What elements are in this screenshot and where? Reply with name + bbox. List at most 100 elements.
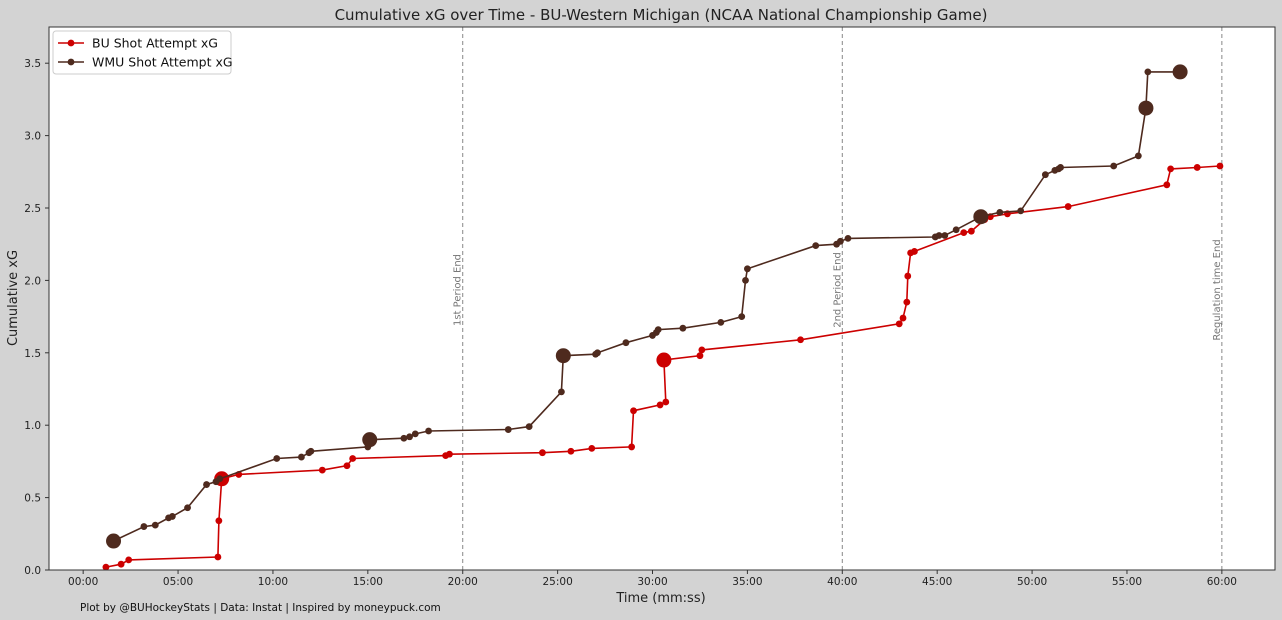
- x-tick-label: 05:00: [163, 576, 193, 588]
- period-end-label: 1st Period End: [453, 254, 464, 326]
- x-tick-label: 35:00: [732, 576, 762, 588]
- y-tick-label: 2.5: [24, 203, 41, 215]
- shot-point: [525, 423, 533, 431]
- shot-point: [588, 444, 596, 452]
- shot-point: [1167, 165, 1175, 173]
- shot-point: [125, 556, 133, 564]
- x-axis-label: Time (mm:ss): [615, 591, 705, 606]
- shot-point: [102, 563, 110, 571]
- shot-point: [656, 401, 664, 409]
- credit-text: Plot by @BUHockeyStats | Data: Instat | …: [80, 602, 441, 614]
- shot-point: [214, 553, 222, 561]
- shot-point: [446, 450, 453, 458]
- x-tick-label: 10:00: [258, 576, 288, 588]
- plot-area: [49, 27, 1275, 570]
- y-tick-label: 1.0: [24, 420, 41, 432]
- shot-point: [203, 481, 210, 488]
- y-tick-label: 2.0: [24, 275, 41, 287]
- shot-point: [679, 324, 687, 332]
- shot-point: [904, 272, 912, 280]
- x-tick-label: 20:00: [448, 576, 478, 588]
- x-axis: 00:00 05:00 10:00 15:00 20:00 25:00 30:00 35:00…: [68, 570, 1237, 588]
- shot-point: [504, 426, 512, 433]
- y-tick-label: 0.5: [24, 493, 41, 505]
- shot-point: [630, 407, 637, 415]
- shot-point: [812, 242, 820, 250]
- shot-point: [622, 339, 630, 347]
- goal-point: [656, 352, 672, 368]
- y-tick-label: 3.5: [24, 58, 41, 70]
- period-lines: 1st Period End 2nd Period End Regulation t…: [453, 27, 1223, 570]
- plot-frame: [48, 26, 1276, 571]
- legend-marker: [67, 58, 75, 66]
- shot-point: [899, 314, 907, 322]
- shot-point: [117, 560, 125, 568]
- legend-marker: [67, 39, 75, 47]
- x-tick-label: 40:00: [827, 576, 857, 588]
- legend-label: BU Shot Attempt xG: [92, 36, 218, 51]
- shot-point: [140, 523, 148, 530]
- shot-point: [960, 229, 968, 237]
- shot-point: [935, 232, 943, 239]
- shot-point: [628, 443, 636, 451]
- x-tick-label: 45:00: [922, 576, 952, 588]
- shot-point: [273, 455, 281, 462]
- legend-box: [52, 30, 232, 75]
- x-tick-label: 60:00: [1207, 576, 1237, 588]
- shot-point: [307, 447, 315, 455]
- shot-point: [1193, 164, 1201, 171]
- shot-point: [698, 346, 706, 354]
- shot-point: [1134, 152, 1142, 160]
- shot-point: [836, 237, 844, 245]
- goal-point: [973, 209, 989, 225]
- shot-point: [1163, 181, 1171, 189]
- shot-point: [425, 427, 432, 435]
- shot-point: [696, 352, 704, 360]
- shot-point: [400, 434, 408, 442]
- goal-point: [1172, 64, 1188, 80]
- shot-point: [844, 235, 852, 242]
- shot-point: [558, 388, 565, 396]
- goal-point: [1138, 100, 1154, 116]
- x-tick-label: 55:00: [1112, 576, 1142, 588]
- shot-point: [744, 265, 751, 273]
- period-end-label: 2nd Period End: [832, 252, 843, 328]
- shot-point: [1110, 162, 1118, 170]
- y-axis-label: Cumulative xG: [6, 250, 21, 346]
- x-tick-label: 15:00: [353, 576, 383, 588]
- shot-point: [952, 226, 960, 234]
- shot-point: [1017, 207, 1025, 215]
- y-axis: 0.0 0.5 1.0 1.5 2.0 2.5 3.0 3.5: [24, 58, 49, 577]
- shot-point: [996, 208, 1004, 216]
- shot-point: [184, 504, 191, 512]
- shot-point: [662, 398, 670, 406]
- x-tick-label: 25:00: [542, 576, 572, 588]
- shot-point: [941, 232, 949, 239]
- legend-label: WMU Shot Attempt xG: [92, 55, 233, 70]
- shot-point: [168, 513, 176, 520]
- shot-point: [654, 326, 662, 334]
- shot-point: [1057, 164, 1064, 171]
- shot-point: [895, 320, 903, 328]
- shot-point: [717, 318, 725, 326]
- shot-point: [967, 227, 975, 235]
- y-tick-label: 3.0: [24, 131, 41, 143]
- shot-point: [298, 453, 305, 461]
- shot-point: [1144, 68, 1152, 76]
- shot-point: [318, 466, 326, 474]
- shot-point: [411, 430, 419, 438]
- shot-point: [903, 298, 911, 306]
- shot-point: [151, 521, 159, 529]
- goal-point: [555, 348, 571, 364]
- shot-point: [539, 449, 546, 457]
- shot-point: [911, 248, 918, 255]
- shot-point: [567, 447, 575, 455]
- legend: BU Shot Attempt xG WMU Shot Attempt xG: [52, 30, 233, 75]
- shot-point: [1041, 171, 1049, 179]
- y-tick-label: 0.0: [24, 565, 41, 577]
- shot-point: [594, 349, 601, 357]
- x-tick-label: 30:00: [637, 576, 667, 588]
- goal-point: [106, 533, 122, 549]
- x-tick-label: 50:00: [1017, 576, 1047, 588]
